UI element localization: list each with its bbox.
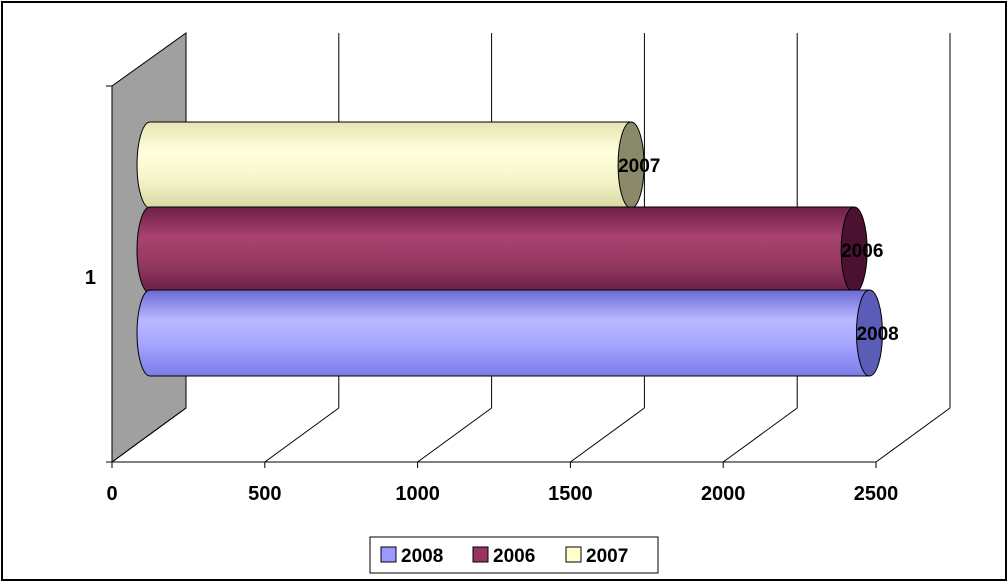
- bar-cap-2008: [855, 289, 883, 377]
- category-label: 1: [85, 267, 96, 289]
- x-tick-label: 500: [248, 483, 281, 505]
- bar-2006: [136, 206, 868, 294]
- legend-label-2006: 2006: [493, 546, 535, 567]
- bar-2008: [136, 289, 883, 377]
- legend-swatch-2006: [472, 546, 489, 563]
- x-tick-label: 2500: [854, 483, 899, 505]
- bar-body-2008: [136, 289, 870, 377]
- legend-swatch-2007: [565, 546, 582, 563]
- floor-gridline: [417, 407, 492, 463]
- floor-gridline: [264, 407, 340, 463]
- x-tick-label: 1000: [395, 483, 440, 505]
- legend-swatch-2008: [380, 546, 397, 563]
- floor-gridline: [875, 407, 951, 463]
- x-tick-label: 1500: [548, 483, 593, 505]
- legend-box: [369, 536, 659, 574]
- floor-gridline: [570, 407, 645, 463]
- data-label-2008: 2008: [856, 324, 898, 345]
- bar-body-2006: [136, 206, 855, 294]
- bars-layer: [136, 121, 883, 377]
- labels-layer: 0 500 1000 1500 2000 2500 2007 2006 2008: [106, 156, 898, 505]
- x-tick-label: 2000: [701, 483, 746, 505]
- legend-label-2008: 2008: [401, 546, 443, 567]
- data-label-2006: 2006: [841, 241, 883, 262]
- floor-gridline: [722, 407, 798, 463]
- data-label-2007: 2007: [618, 156, 660, 177]
- x-tick-label: 0: [106, 483, 117, 505]
- legend: 2008 2006 2007: [369, 536, 659, 574]
- floor-gridline: [111, 407, 187, 463]
- bar-2007: [136, 121, 645, 209]
- bar-body-2007: [136, 121, 632, 209]
- legend-label-2007: 2007: [586, 546, 628, 567]
